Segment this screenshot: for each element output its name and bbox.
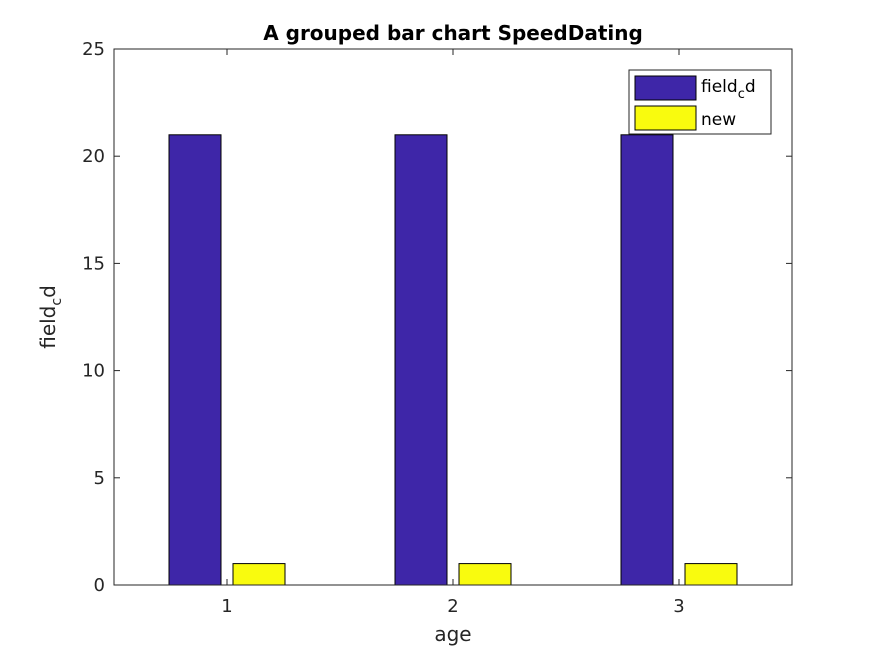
bars-group xyxy=(168,134,738,586)
bar-series-1-cat-2 xyxy=(394,134,448,586)
bar-series-1-cat-1 xyxy=(168,134,222,586)
x-tick-label: 1 xyxy=(221,596,232,617)
x-tick-label: 2 xyxy=(447,596,458,617)
y-axis-label: fieldcd xyxy=(36,285,65,349)
y-tick-label: 20 xyxy=(82,146,105,167)
legend-label-field-cd: fieldcd xyxy=(701,77,756,102)
y-tick-label: 10 xyxy=(82,361,105,382)
x-axis: 1 2 3 xyxy=(221,49,685,617)
legend: fieldcd new xyxy=(628,69,772,135)
x-axis-label: age xyxy=(434,622,471,646)
y-tick-label: 15 xyxy=(82,253,105,274)
y-axis: 0 5 10 15 20 25 xyxy=(82,39,792,596)
legend-label-new: new xyxy=(701,110,736,130)
plot-area xyxy=(114,49,792,585)
legend-swatch-field-cd xyxy=(634,75,697,101)
legend-swatch-new xyxy=(634,105,697,131)
x-tick-label: 3 xyxy=(673,596,684,617)
y-tick-label: 0 xyxy=(94,575,105,596)
bar-series-2-cat-1 xyxy=(232,563,286,586)
bar-series-2-cat-2 xyxy=(458,563,512,586)
y-tick-label: 25 xyxy=(82,39,105,60)
chart-title: A grouped bar chart SpeedDating xyxy=(263,21,643,45)
y-tick-label: 5 xyxy=(94,468,105,489)
bar-series-2-cat-3 xyxy=(684,563,738,586)
bar-series-1-cat-3 xyxy=(620,134,674,586)
